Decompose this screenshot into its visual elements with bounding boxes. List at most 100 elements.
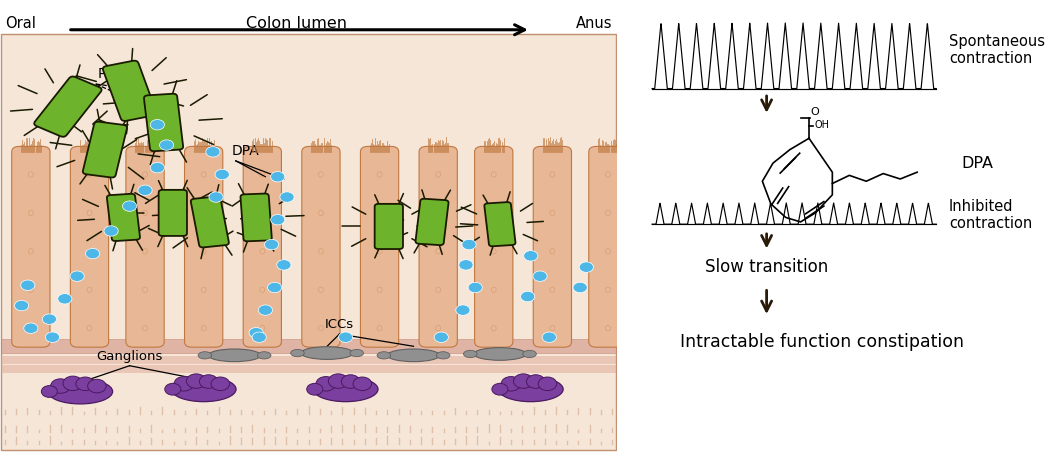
Circle shape [271, 214, 285, 225]
Text: Slow transition: Slow transition [705, 258, 828, 276]
Ellipse shape [198, 352, 212, 359]
Text: DPA: DPA [231, 144, 260, 158]
Ellipse shape [387, 349, 440, 362]
Text: Colon lumen: Colon lumen [246, 16, 347, 31]
Ellipse shape [301, 347, 353, 359]
Circle shape [265, 239, 279, 250]
Circle shape [459, 260, 473, 270]
Circle shape [15, 300, 28, 311]
Circle shape [63, 376, 82, 390]
FancyBboxPatch shape [158, 190, 187, 236]
Circle shape [353, 377, 371, 390]
Circle shape [199, 375, 218, 388]
Circle shape [215, 169, 229, 179]
Circle shape [42, 314, 57, 325]
Circle shape [150, 120, 165, 130]
Circle shape [307, 383, 323, 395]
FancyBboxPatch shape [126, 146, 165, 347]
FancyBboxPatch shape [143, 94, 184, 151]
Circle shape [579, 262, 593, 272]
Circle shape [342, 375, 360, 388]
FancyBboxPatch shape [361, 146, 399, 347]
Ellipse shape [474, 348, 526, 360]
Circle shape [21, 280, 35, 291]
FancyBboxPatch shape [475, 146, 513, 347]
Circle shape [533, 271, 548, 281]
Circle shape [538, 377, 557, 390]
FancyBboxPatch shape [241, 194, 272, 241]
Circle shape [150, 162, 165, 173]
Circle shape [468, 282, 482, 292]
Ellipse shape [208, 349, 261, 362]
Circle shape [58, 293, 72, 304]
Circle shape [573, 282, 588, 292]
Circle shape [122, 201, 137, 211]
Circle shape [514, 374, 533, 388]
Circle shape [104, 226, 118, 236]
Ellipse shape [437, 352, 449, 359]
Ellipse shape [257, 352, 271, 359]
Circle shape [45, 332, 59, 342]
Circle shape [316, 377, 335, 391]
Ellipse shape [463, 350, 477, 357]
Circle shape [252, 332, 266, 342]
Circle shape [70, 271, 84, 281]
Circle shape [187, 374, 206, 388]
Circle shape [435, 332, 448, 342]
Text: Inhibited
contraction: Inhibited contraction [950, 199, 1032, 231]
Circle shape [276, 260, 291, 270]
Text: OH: OH [814, 120, 829, 130]
FancyBboxPatch shape [419, 146, 457, 347]
Circle shape [209, 192, 223, 202]
Circle shape [526, 375, 545, 388]
FancyBboxPatch shape [416, 199, 448, 245]
FancyBboxPatch shape [102, 61, 156, 121]
Ellipse shape [313, 377, 378, 402]
FancyBboxPatch shape [533, 146, 572, 347]
FancyBboxPatch shape [243, 146, 282, 347]
Circle shape [523, 251, 538, 261]
FancyBboxPatch shape [107, 194, 140, 241]
Circle shape [88, 379, 107, 393]
FancyBboxPatch shape [375, 204, 403, 249]
Ellipse shape [171, 377, 236, 402]
FancyBboxPatch shape [484, 202, 516, 246]
Circle shape [138, 185, 152, 195]
Ellipse shape [47, 379, 113, 404]
Circle shape [456, 305, 469, 315]
FancyBboxPatch shape [302, 146, 340, 347]
Circle shape [85, 248, 99, 259]
Circle shape [492, 383, 507, 395]
Text: O: O [810, 107, 820, 117]
FancyBboxPatch shape [83, 122, 127, 178]
Ellipse shape [291, 349, 304, 357]
Circle shape [206, 146, 220, 157]
FancyBboxPatch shape [185, 146, 223, 347]
Circle shape [211, 377, 230, 390]
FancyBboxPatch shape [1, 34, 616, 450]
Circle shape [280, 192, 294, 202]
FancyBboxPatch shape [34, 76, 101, 137]
Ellipse shape [522, 350, 536, 357]
Text: Anus: Anus [576, 16, 612, 31]
Text: Ganglions: Ganglions [96, 350, 162, 363]
Circle shape [258, 305, 272, 315]
Circle shape [542, 332, 556, 342]
Circle shape [24, 323, 38, 333]
Circle shape [174, 377, 194, 391]
Circle shape [249, 327, 264, 338]
Circle shape [462, 239, 476, 250]
FancyBboxPatch shape [589, 146, 627, 347]
Circle shape [501, 377, 521, 391]
FancyBboxPatch shape [191, 196, 229, 247]
Circle shape [271, 171, 285, 182]
FancyBboxPatch shape [1, 356, 616, 365]
Ellipse shape [350, 349, 364, 357]
Ellipse shape [377, 352, 390, 359]
Circle shape [41, 386, 57, 398]
Text: Intractable function constipation: Intractable function constipation [679, 333, 963, 351]
Circle shape [51, 379, 71, 393]
Circle shape [76, 377, 95, 390]
Circle shape [328, 374, 348, 388]
FancyBboxPatch shape [1, 365, 616, 374]
